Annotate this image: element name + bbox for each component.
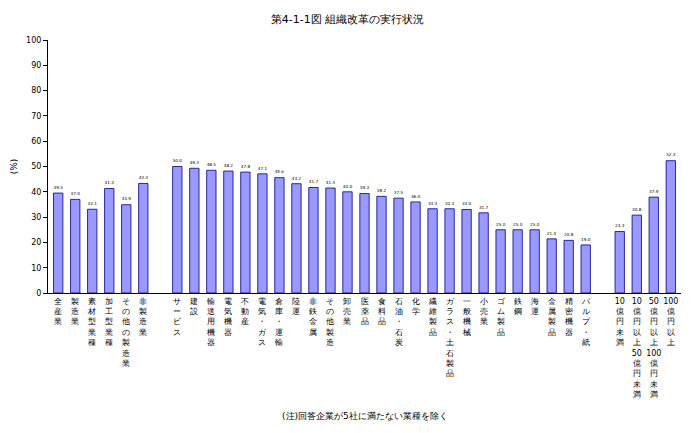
svg-text:(%): (%) <box>9 159 19 175</box>
svg-text:45.6: 45.6 <box>275 169 284 174</box>
svg-text:石油・石炭: 石油・石炭 <box>395 297 403 348</box>
svg-text:製造業: 製造業 <box>71 297 79 327</box>
svg-text:食料品: 食料品 <box>378 297 386 327</box>
svg-text:素材型業種: 素材型業種 <box>87 297 96 348</box>
svg-text:70: 70 <box>31 112 41 121</box>
svg-text:非鉄金属: 非鉄金属 <box>309 297 317 337</box>
svg-text:建設: 建設 <box>189 297 198 316</box>
svg-text:化学: 化学 <box>412 297 420 316</box>
svg-text:36.0: 36.0 <box>411 194 421 199</box>
svg-text:24.3: 24.3 <box>615 223 625 228</box>
svg-text:40.0: 40.0 <box>343 184 353 189</box>
svg-text:0: 0 <box>36 289 41 298</box>
svg-text:第4-1-1図 組織改革の実行状況: 第4-1-1図 組織改革の実行状況 <box>271 13 424 26</box>
svg-text:一般機械: 一般機械 <box>463 297 471 337</box>
svg-text:47.1: 47.1 <box>258 166 268 171</box>
svg-text:21.4: 21.4 <box>547 231 556 236</box>
svg-text:30.8: 30.8 <box>632 207 642 212</box>
svg-text:19.0: 19.0 <box>581 237 591 242</box>
svg-text:全産業: 全産業 <box>54 297 62 327</box>
svg-text:非製造業: 非製造業 <box>139 297 147 337</box>
svg-text:10億円以上50億円未満: 10億円以上50億円未満 <box>632 297 642 400</box>
svg-text:倉庫・運輸: 倉庫・運輸 <box>275 297 283 348</box>
svg-text:80: 80 <box>31 86 41 95</box>
svg-text:49.3: 49.3 <box>190 160 200 165</box>
svg-text:電気機器: 電気機器 <box>224 297 232 337</box>
svg-text:電気・ガス: 電気・ガス <box>258 297 267 348</box>
svg-text:小売業: 小売業 <box>480 297 488 327</box>
svg-text:輸送用機器: 輸送用機器 <box>207 297 215 348</box>
svg-text:25.0: 25.0 <box>530 222 540 227</box>
svg-text:繊維製品: 繊維製品 <box>428 297 437 337</box>
svg-text:100億円以上: 100億円以上 <box>663 297 678 348</box>
svg-text:33.0: 33.0 <box>462 201 472 206</box>
svg-text:加工型業種: 加工型業種 <box>105 297 113 348</box>
svg-text:37.5: 37.5 <box>394 190 404 195</box>
svg-text:10億円未満: 10億円未満 <box>615 297 625 348</box>
svg-text:100: 100 <box>26 36 41 45</box>
svg-text:金属製品: 金属製品 <box>548 297 556 337</box>
svg-text:41.7: 41.7 <box>309 179 319 184</box>
svg-text:37.9: 37.9 <box>649 189 659 194</box>
svg-text:10: 10 <box>31 264 41 273</box>
svg-text:鉄鋼: 鉄鋼 <box>514 297 522 316</box>
svg-text:48.2: 48.2 <box>224 163 234 168</box>
svg-text:39.3: 39.3 <box>360 185 370 190</box>
svg-text:25.0: 25.0 <box>496 222 506 227</box>
svg-text:(注)回答企業が5社に満たない業種を除く: (注)回答企業が5社に満たない業種を除く <box>282 411 448 421</box>
svg-text:90: 90 <box>31 61 41 70</box>
svg-text:25.0: 25.0 <box>513 222 523 227</box>
svg-text:50: 50 <box>31 162 41 171</box>
svg-text:50億円以上100億円未満: 50億円以上100億円未満 <box>646 297 661 400</box>
svg-text:卸売業: 卸売業 <box>343 297 351 327</box>
svg-text:ガラス・土石製品: ガラス・土石製品 <box>446 297 455 379</box>
svg-text:43.3: 43.3 <box>139 175 149 180</box>
svg-text:陸運: 陸運 <box>292 297 300 316</box>
svg-text:38.2: 38.2 <box>377 188 387 193</box>
svg-text:20.8: 20.8 <box>564 232 574 237</box>
svg-text:52.3: 52.3 <box>666 152 676 157</box>
svg-text:41.5: 41.5 <box>326 180 336 185</box>
svg-text:20: 20 <box>31 238 41 247</box>
svg-text:不動産: 不動産 <box>241 297 249 327</box>
svg-text:ゴム製品: ゴム製品 <box>497 297 506 337</box>
svg-text:その他製造: その他製造 <box>326 297 334 348</box>
svg-text:33.3: 33.3 <box>428 201 438 206</box>
svg-text:43.2: 43.2 <box>292 176 302 181</box>
svg-text:その他の製造業: その他の製造業 <box>122 297 130 368</box>
svg-text:60: 60 <box>31 137 41 146</box>
svg-text:41.3: 41.3 <box>105 180 115 185</box>
svg-text:47.8: 47.8 <box>241 164 251 169</box>
svg-text:海運: 海運 <box>531 297 539 316</box>
svg-text:40: 40 <box>31 188 41 197</box>
svg-text:30: 30 <box>31 213 41 222</box>
svg-text:医薬品: 医薬品 <box>361 297 369 327</box>
svg-text:33.1: 33.1 <box>88 201 98 206</box>
svg-text:サービス: サービス <box>173 297 182 337</box>
svg-text:48.5: 48.5 <box>207 162 217 167</box>
svg-text:パルプ・紙: パルプ・紙 <box>581 297 591 348</box>
svg-text:精密機器: 精密機器 <box>565 297 573 337</box>
svg-text:39.5: 39.5 <box>54 185 64 190</box>
svg-text:50.0: 50.0 <box>173 158 183 163</box>
svg-text:37.0: 37.0 <box>71 191 81 196</box>
svg-text:31.7: 31.7 <box>479 205 489 210</box>
svg-text:34.9: 34.9 <box>122 196 132 201</box>
svg-text:33.3: 33.3 <box>445 201 455 206</box>
